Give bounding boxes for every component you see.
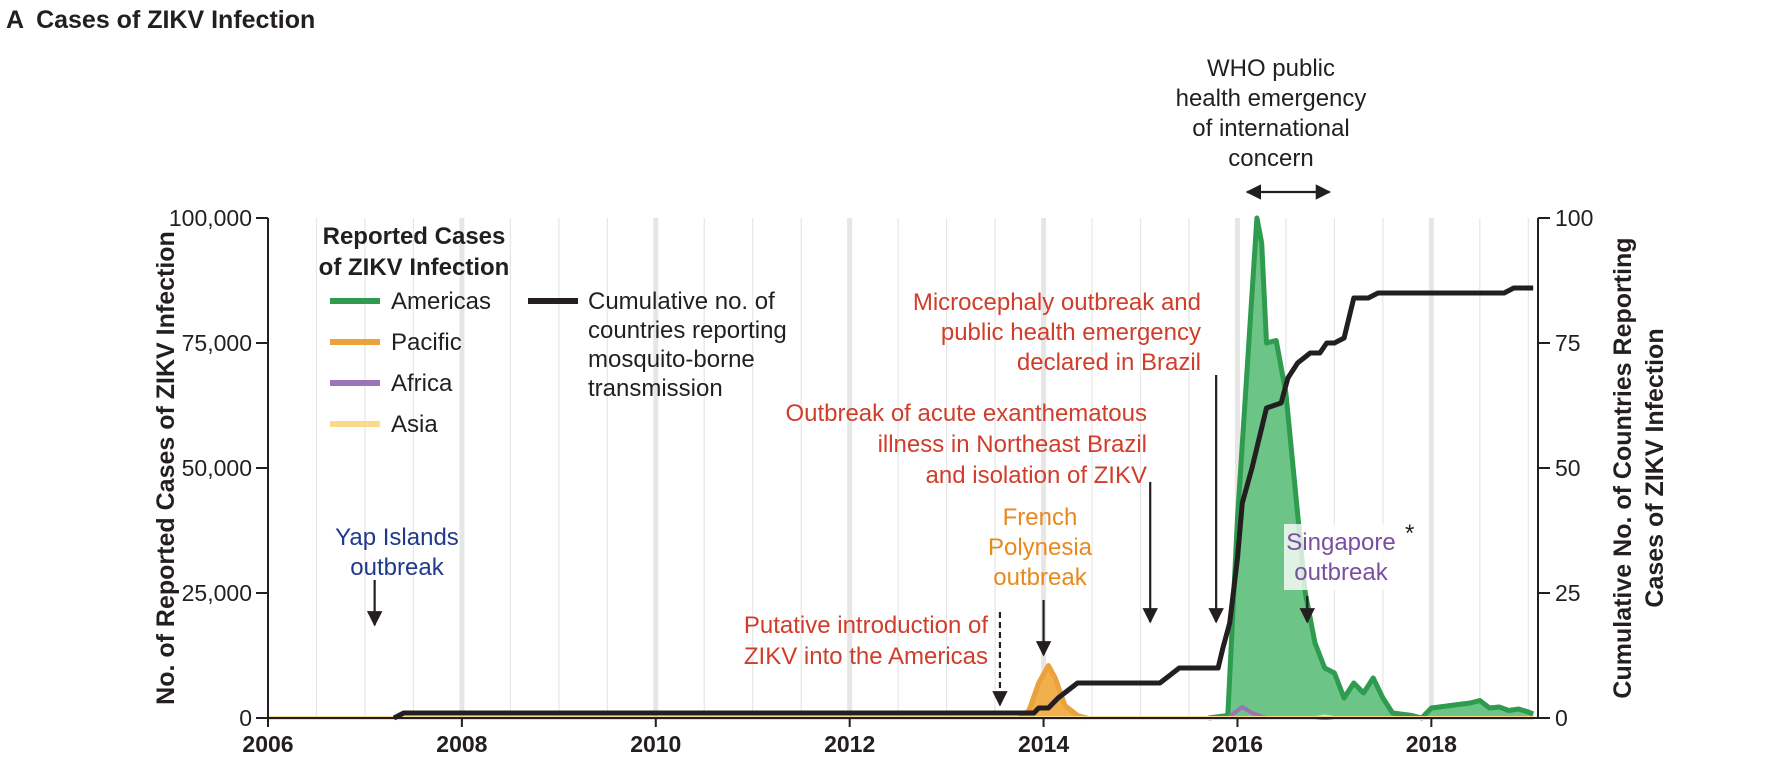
y-right-axis-title: Cumulative No. of Countries Reporting <box>1609 237 1637 698</box>
annotation-french-text: outbreak <box>993 564 1087 591</box>
annotation-yap-text: outbreak <box>350 554 444 581</box>
y-right-tick-label: 75 <box>1555 330 1581 356</box>
legend-title: Reported Cases <box>323 223 506 250</box>
x-tick-label: 2008 <box>436 731 487 757</box>
x-tick-label: 2014 <box>1018 731 1069 757</box>
series-line-cumulative <box>392 285 1534 721</box>
y-left-tick-label: 0 <box>239 705 252 731</box>
annotation-singapore-text: Singapore <box>1286 529 1395 556</box>
legend-title: of ZIKV Infection <box>319 254 510 281</box>
annotation-microcephaly-text: public health emergency <box>941 319 1201 346</box>
annotation-singapore-asterisk: * <box>1405 520 1414 547</box>
annotation-singapore-backdrop <box>1284 524 1404 590</box>
annotation-who-text: concern <box>1228 145 1313 172</box>
y-right-tick-label: 0 <box>1555 705 1568 731</box>
legend-label-pacific: Pacific <box>391 329 462 356</box>
y-right-tick-label: 50 <box>1555 455 1581 481</box>
annotation-yap-text: Yap Islands <box>335 524 459 551</box>
series-line-pacific <box>1017 663 1088 721</box>
panel-title-text: Cases of ZIKV Infection <box>36 6 316 34</box>
y-left-tick-label: 75,000 <box>182 330 252 356</box>
y-left-axis-title: No. of Reported Cases of ZIKV Infection <box>152 231 180 705</box>
annotation-who-text: of international <box>1192 115 1349 142</box>
legend-label-cumulative: mosquito-borne <box>588 346 755 373</box>
x-tick-label: 2016 <box>1212 731 1263 757</box>
y-left-tick-label: 25,000 <box>182 580 252 606</box>
legend-label-americas: Americas <box>391 288 491 315</box>
annotation-brazil_outbreak-text: Outbreak of acute exanthematous <box>785 400 1147 427</box>
legend-label-africa: Africa <box>391 370 453 397</box>
x-tick-label: 2010 <box>630 731 681 757</box>
legend-label-asia: Asia <box>391 411 438 438</box>
y-right-axis-title: Cases of ZIKV Infection <box>1641 328 1669 607</box>
y-left-tick-label: 100,000 <box>169 205 252 231</box>
y-right-tick-label: 100 <box>1555 205 1593 231</box>
panel-letter: A <box>6 6 25 34</box>
annotation-french-text: French <box>1003 504 1078 531</box>
annotation-putative-text: Putative introduction of <box>744 612 988 639</box>
annotation-french-text: Polynesia <box>988 534 1093 561</box>
panel-title: A Cases of ZIKV Infection <box>6 6 315 35</box>
y-right-tick-label: 25 <box>1555 580 1581 606</box>
x-tick-label: 2012 <box>824 731 875 757</box>
series-area-americas <box>1208 218 1534 718</box>
series-area-pacific <box>1019 665 1088 718</box>
annotation-microcephaly-text: declared in Brazil <box>1017 349 1201 376</box>
annotation-singapore-text: outbreak <box>1294 559 1388 586</box>
legend-label-cumulative: transmission <box>588 375 723 402</box>
x-tick-label: 2006 <box>242 731 293 757</box>
annotation-putative-text: ZIKV into the Americas <box>744 643 988 670</box>
annotation-microcephaly-text: Microcephaly outbreak and <box>913 289 1201 316</box>
legend-label-cumulative: countries reporting <box>588 317 787 344</box>
series-line-americas <box>1208 215 1535 721</box>
x-tick-label: 2018 <box>1406 731 1457 757</box>
y-left-tick-label: 50,000 <box>182 455 252 481</box>
legend-label-cumulative: Cumulative no. of <box>588 288 775 315</box>
annotation-brazil_outbreak-text: and isolation of ZIKV <box>926 462 1147 489</box>
annotation-brazil_outbreak-text: illness in Northeast Brazil <box>878 431 1147 458</box>
annotation-who-text: health emergency <box>1176 85 1367 112</box>
annotation-who-text: WHO public <box>1207 55 1335 82</box>
